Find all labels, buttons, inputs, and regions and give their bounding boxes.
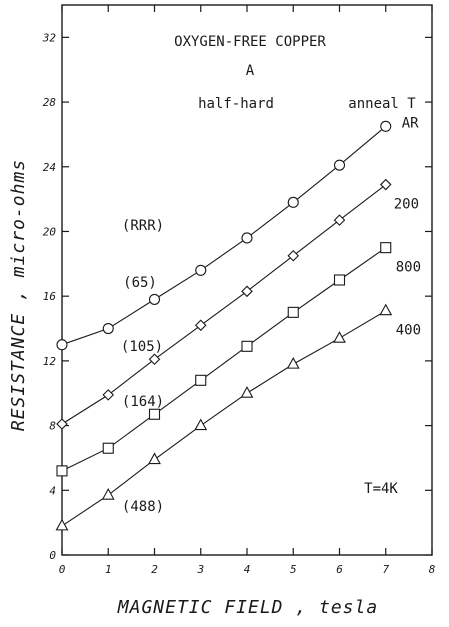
x-tick-label: 5 [290, 563, 297, 576]
rrr-header: (RRR) [122, 218, 164, 234]
data-point-circle [56, 339, 68, 351]
data-point-square [287, 306, 299, 318]
series-line [61, 184, 387, 425]
data-point-diamond [56, 418, 68, 430]
y-tick-label: 0 [49, 549, 56, 562]
series-200: 200 (105) [56, 178, 419, 430]
data-point-circle [380, 120, 392, 132]
series-400: 400 (488) [55, 303, 421, 531]
data-point-diamond [333, 214, 346, 226]
data-point-triangle [55, 518, 69, 531]
data-point-diamond [148, 353, 161, 366]
data-point-square [241, 340, 253, 352]
plot-frame [61, 4, 433, 556]
x-tick-label: 3 [196, 563, 204, 576]
x-tick-label: 2 [151, 563, 158, 576]
x-tick-label: 6 [336, 563, 343, 576]
series-line [61, 310, 387, 527]
rrr-label: (164) [122, 394, 164, 410]
data-point-diamond [241, 285, 253, 298]
y-tick-label: 16 [43, 290, 57, 303]
rrr-label: (65) [123, 275, 157, 291]
chart-subtitle: A [246, 63, 255, 79]
data-point-triangle [333, 331, 346, 343]
x-tick-label: 7 [382, 563, 389, 576]
chart-title: OXYGEN-FREE COPPER [174, 34, 326, 50]
data-point-circle [102, 322, 114, 335]
data-point-triangle [194, 418, 208, 431]
rrr-label: (105) [121, 339, 163, 355]
data-point-square [148, 408, 161, 420]
data-point-triangle [286, 356, 300, 369]
x-tick-label: 4 [244, 563, 251, 576]
data-point-circle [241, 232, 253, 244]
data-point-square [195, 374, 207, 386]
series-name-label: 400 [396, 323, 421, 339]
rrr-label: (488) [122, 499, 164, 515]
y-tick-label: 20 [43, 225, 57, 238]
x-tick-label: 0 [59, 563, 66, 576]
x-tick-label: 8 [429, 563, 436, 576]
data-point-circle [195, 264, 207, 276]
data-point-square [56, 465, 68, 477]
data-point-triangle [240, 386, 254, 398]
data-point-circle [333, 159, 346, 171]
series-name-label: AR [402, 115, 419, 131]
data-point-square [380, 242, 392, 254]
x-tick-label: 1 [105, 563, 112, 576]
y-axis-title: RESISTANCE , micro-ohms [8, 159, 29, 431]
data-point-diamond [379, 178, 392, 191]
series-ar: AR (65) [56, 115, 419, 351]
temperature-note: T=4K [364, 481, 398, 497]
series-name-label: 200 [394, 197, 419, 213]
data-point-diamond [287, 249, 300, 262]
series-name-label: 800 [396, 260, 421, 276]
data-point-diamond [102, 389, 115, 401]
y-tick-label: 24 [43, 161, 56, 174]
y-tick-label: 12 [43, 355, 57, 368]
y-tick-label: 28 [43, 96, 57, 109]
series-layer: AR (65) 200 (105) 800 (164) 400 (488) [55, 115, 421, 531]
y-tick-label: 8 [49, 420, 56, 433]
series-line [61, 247, 387, 472]
legend-title: anneal T [348, 96, 416, 112]
data-point-diamond [194, 319, 207, 332]
y-tick-label: 32 [42, 31, 57, 44]
condition-label: half-hard [198, 96, 274, 112]
data-point-triangle [101, 488, 115, 500]
y-tick-label: 4 [49, 484, 56, 497]
series-800: 800 (164) [56, 242, 421, 477]
data-point-square [102, 442, 114, 454]
series-line [61, 125, 387, 346]
data-point-square [333, 274, 346, 286]
data-point-triangle [379, 303, 393, 316]
data-point-triangle [148, 452, 161, 465]
data-point-circle [148, 293, 161, 305]
x-axis-title: MAGNETIC FIELD , tesla [117, 597, 378, 618]
data-point-circle [287, 196, 299, 208]
